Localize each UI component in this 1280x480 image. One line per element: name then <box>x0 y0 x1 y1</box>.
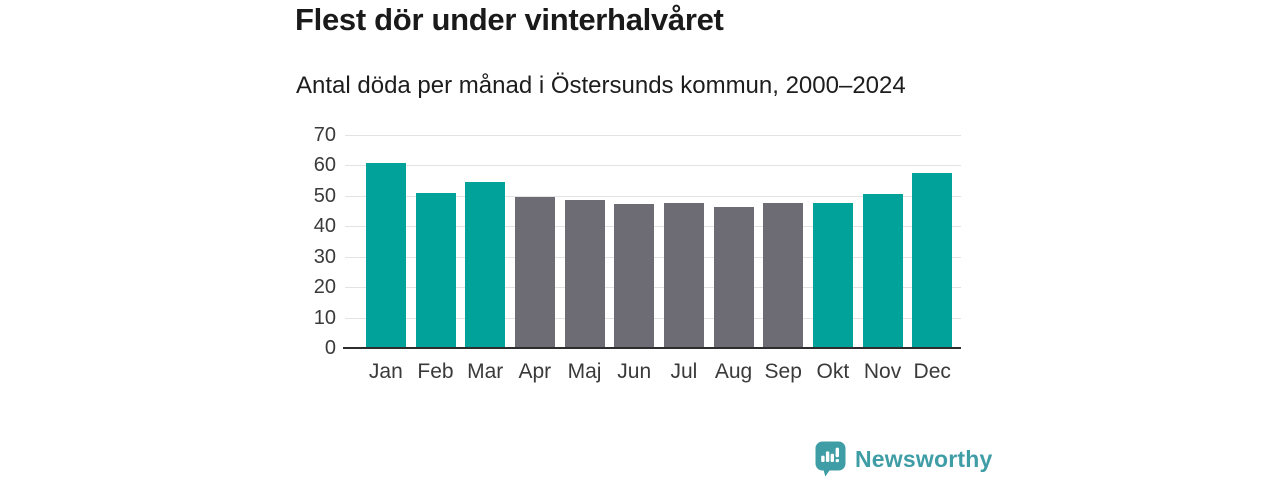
bar-slot-feb <box>411 135 461 348</box>
x-tick-label-sep: Sep <box>764 360 802 383</box>
x-tick-label-nov: Nov <box>863 360 902 383</box>
bar-sep <box>763 202 804 348</box>
y-tick-label-20: 20 <box>313 276 336 299</box>
x-tick-label-aug: Aug <box>714 360 753 383</box>
brand-name: Newsworthy <box>855 445 993 472</box>
x-tick-label-jun: Jun <box>617 360 652 383</box>
bar-aug <box>713 206 754 348</box>
x-tick-label-okt: Okt <box>816 360 850 383</box>
x-tick-label-apr: Apr <box>518 360 552 383</box>
y-axis-labels: 0 10 20 30 40 50 60 70 <box>0 0 336 480</box>
x-tick-label-jul: Jul <box>670 360 698 383</box>
bar-mar <box>465 182 506 348</box>
y-tick-label-50: 50 <box>313 184 336 207</box>
x-axis-labels: Jan Feb Mar Apr Maj Jun Jul Aug Sep Okt Nov Dec <box>361 360 957 384</box>
y-tick-label-0: 0 <box>324 337 336 359</box>
bar-dec <box>912 173 953 348</box>
x-tick-label-mar: Mar <box>467 360 504 383</box>
bar-feb <box>415 192 456 348</box>
bar-apr <box>514 196 555 348</box>
chart-title: Flest dör under vinterhalvåret <box>295 2 724 37</box>
x-tick-label-dec: Dec <box>913 360 951 383</box>
bar-slot-dec <box>907 135 957 348</box>
bar-slot-okt <box>808 135 858 348</box>
bar-slot-apr <box>510 135 560 348</box>
bar-slot-jan <box>361 135 411 348</box>
bar-slot-jun <box>609 135 659 348</box>
y-tick-label-60: 60 <box>313 154 336 177</box>
bar-jan <box>365 163 406 348</box>
bar-nov <box>862 194 903 348</box>
brand-footer: Newsworthy <box>815 441 992 477</box>
x-tick-label-jan: Jan <box>368 360 403 383</box>
y-tick-label-30: 30 <box>313 245 336 268</box>
y-tick-label-70: 70 <box>313 124 336 146</box>
x-tick-label-feb: Feb <box>417 360 454 383</box>
bar-slot-maj <box>560 135 610 348</box>
bar-jun <box>614 204 655 348</box>
bar-series <box>361 135 957 348</box>
bar-slot-aug <box>709 135 759 348</box>
gridline-60 <box>345 165 961 167</box>
chart-subtitle: Antal döda per månad i Östersunds kommun… <box>296 72 906 99</box>
newsworthy-logo-icon <box>815 441 846 477</box>
x-axis-line <box>343 347 961 349</box>
bar-slot-mar <box>460 135 510 348</box>
bar-okt <box>812 202 853 348</box>
bar-slot-jul <box>659 135 709 348</box>
bar-slot-sep <box>758 135 808 348</box>
y-tick-label-10: 10 <box>313 306 336 329</box>
x-tick-label-maj: Maj <box>567 360 602 383</box>
gridline-50 <box>345 195 961 197</box>
gridline-70 <box>345 135 961 136</box>
bar-maj <box>564 199 605 348</box>
bar-jul <box>663 202 704 348</box>
plot-area <box>343 135 961 349</box>
bar-slot-nov <box>858 135 908 348</box>
y-tick-label-40: 40 <box>313 215 336 238</box>
